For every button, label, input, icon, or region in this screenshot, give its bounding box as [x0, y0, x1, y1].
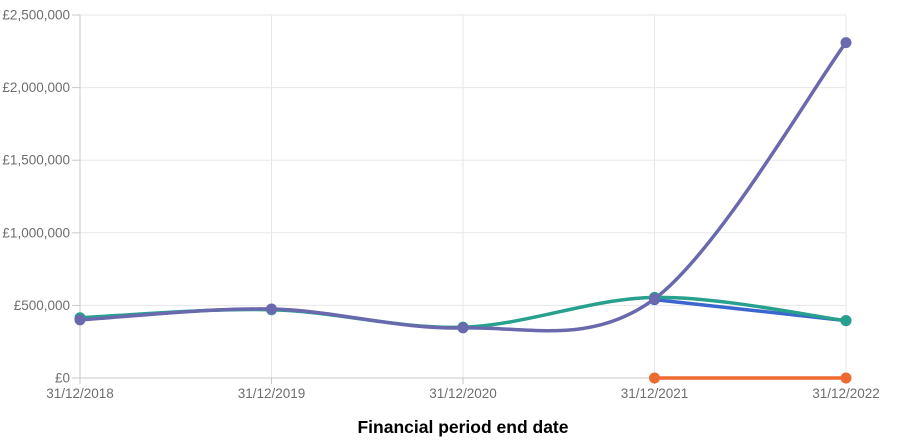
y-axis-tick-label: £2,500,000 — [2, 8, 70, 23]
x-axis-tick-label: 31/12/2020 — [429, 386, 497, 401]
point-teal-series[interactable] — [840, 315, 852, 327]
point-orange-series[interactable] — [649, 372, 660, 384]
point-orange-series[interactable] — [840, 372, 852, 384]
line-purple-series — [78, 40, 848, 333]
y-axis-tick-label: £500,000 — [14, 298, 70, 313]
x-axis-tick-label: 31/12/2018 — [46, 386, 114, 401]
x-axis-title: Financial period end date — [357, 417, 568, 437]
series-layer — [74, 37, 852, 384]
x-axis-tick-label: 31/12/2021 — [621, 386, 689, 401]
y-axis-tick-label: £2,000,000 — [2, 80, 70, 95]
point-purple-series[interactable] — [457, 322, 469, 334]
point-purple-series[interactable] — [649, 293, 660, 305]
y-axis-tick-label: £1,000,000 — [2, 225, 70, 240]
x-axis-tick-label: 31/12/2019 — [238, 386, 306, 401]
point-purple-series[interactable] — [74, 314, 86, 326]
y-axis-tick-label: £1,500,000 — [2, 153, 70, 168]
label-layer: £0 £500,000 £1,000,000 £1,500,000 £2,000,000… — [2, 8, 879, 402]
y-axis-tick-label: £0 — [55, 371, 70, 386]
grid-layer — [79, 14, 847, 379]
point-purple-series[interactable] — [840, 37, 852, 49]
point-purple-series[interactable] — [266, 303, 277, 315]
x-axis-tick-label: 31/12/2022 — [812, 386, 880, 401]
